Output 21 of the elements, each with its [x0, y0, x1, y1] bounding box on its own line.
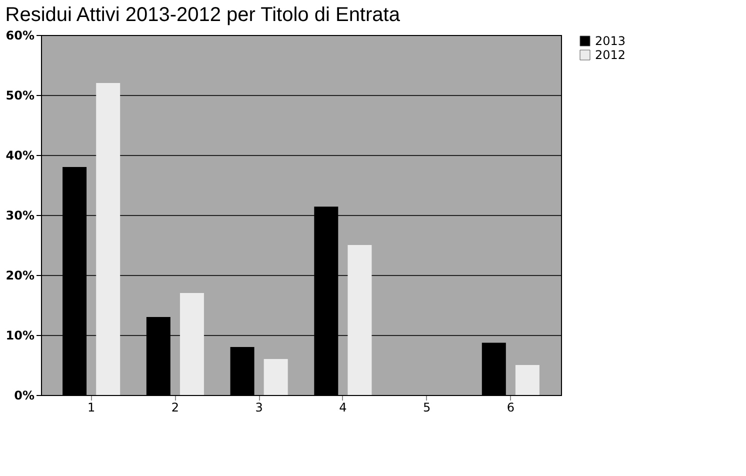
x-tick-label: 2 [171, 400, 180, 414]
y-tick-label: 0% [14, 388, 34, 402]
y-tick-label: 10% [6, 328, 34, 342]
bar [264, 359, 288, 395]
bar [515, 365, 540, 395]
bar [180, 293, 204, 395]
x-tick-label: 3 [255, 400, 263, 414]
legend-label: 2013 [595, 34, 626, 48]
y-tick-label: 40% [6, 148, 34, 162]
x-tick-label: 5 [422, 400, 431, 414]
legend-label: 2012 [595, 48, 626, 62]
bar [96, 83, 120, 395]
y-tick-label: 30% [6, 208, 34, 222]
y-tick-label: 60% [6, 28, 34, 42]
x-tick-label: 4 [339, 400, 347, 414]
y-tick-label: 50% [6, 88, 34, 102]
y-tick-label: 20% [6, 268, 34, 282]
x-tick-label: 6 [506, 400, 514, 414]
chart-title: Residui Attivi 2013-2012 per Titolo di Entrata [5, 4, 401, 26]
bar [348, 245, 372, 395]
x-tick-label: 1 [88, 400, 96, 414]
